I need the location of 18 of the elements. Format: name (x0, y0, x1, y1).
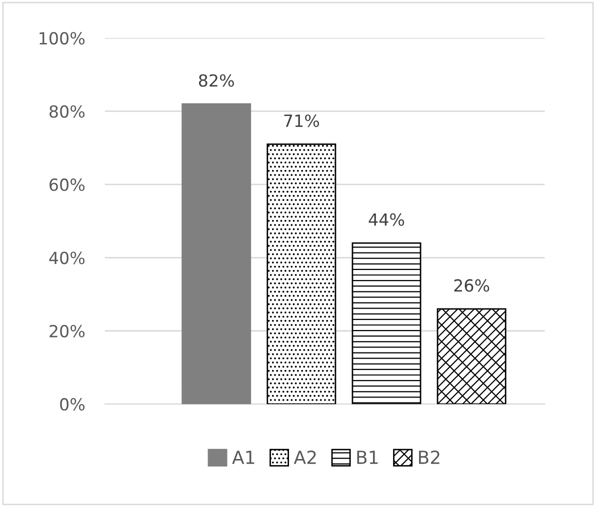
data-label: 71% (284, 114, 320, 128)
y-tick-label: 20% (50, 324, 85, 338)
y-tick-label: 80% (50, 105, 85, 118)
y-tick-label: 60% (50, 178, 85, 192)
legend-label: A2 (294, 450, 316, 464)
data-label: 82% (198, 74, 234, 87)
bar (436, 308, 506, 404)
data-label: 26% (454, 279, 490, 292)
bar (352, 242, 422, 404)
legend-label: A1 (232, 450, 254, 464)
y-tick-label: 0% (60, 398, 85, 411)
bar (182, 103, 252, 404)
legend-label: B2 (419, 450, 440, 464)
data-label: 44% (368, 213, 404, 226)
y-tick-label: 100% (40, 32, 85, 45)
y-tick-label: 40% (49, 252, 85, 264)
legend-label: B1 (357, 450, 378, 464)
bar (266, 143, 336, 404)
